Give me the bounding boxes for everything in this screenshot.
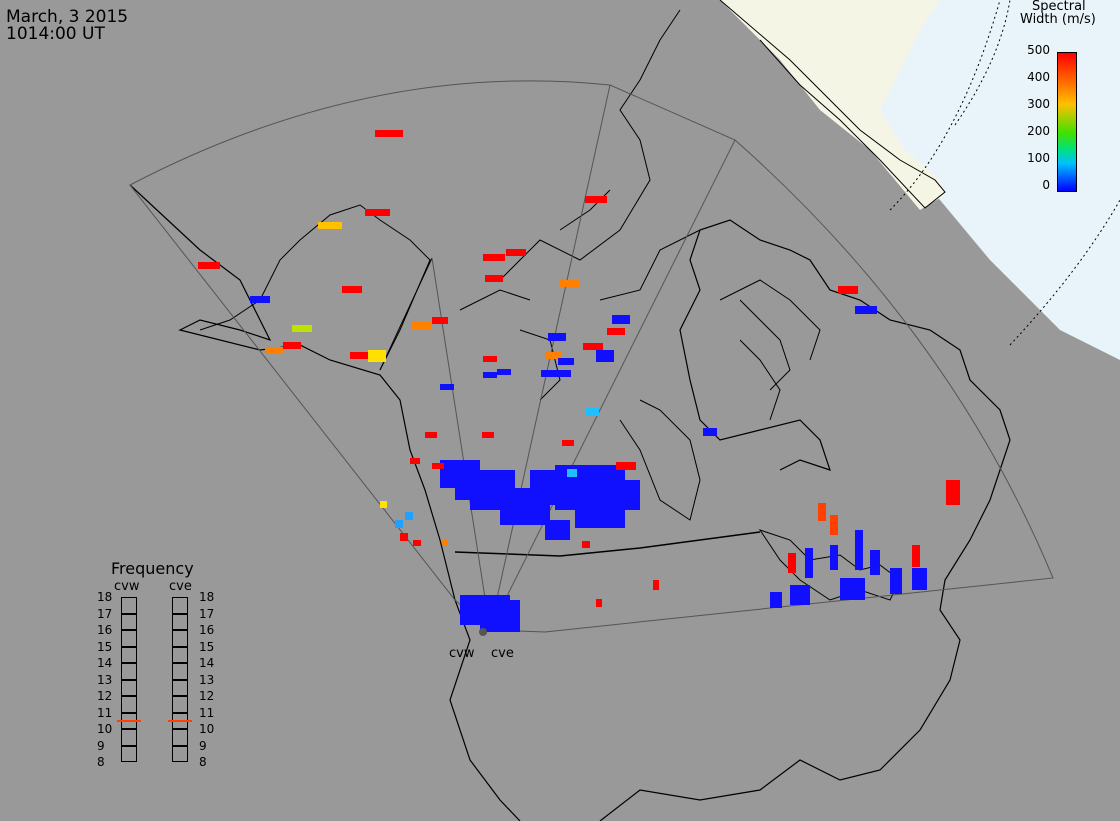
frequency-tick-right: 17 — [199, 606, 215, 621]
date-label: March, 3 2015 — [6, 7, 129, 27]
frequency-column-cve — [168, 597, 192, 769]
colorbar-tick: 300 — [1027, 97, 1050, 111]
frequency-cell — [172, 613, 188, 630]
frequency-cell — [172, 646, 188, 663]
colorbar-tick: 200 — [1027, 124, 1050, 138]
radar-site-label-cve: cve — [491, 646, 514, 661]
frequency-cell — [121, 745, 137, 762]
colorbar-tick: 0 — [1042, 178, 1050, 192]
frequency-marker — [117, 719, 141, 722]
frequency-tick-right: 11 — [199, 705, 215, 720]
frequency-title: Frequency — [111, 559, 194, 578]
frequency-cell — [172, 630, 188, 647]
colorbar-tick: 500 — [1027, 43, 1050, 57]
frequency-tick-right: 18 — [199, 590, 215, 604]
frequency-tick-left: 8 — [97, 755, 105, 769]
frequency-marker — [168, 719, 192, 722]
frequency-tick-left: 16 — [97, 623, 113, 637]
frequency-cell — [172, 729, 188, 746]
frequency-cell — [172, 745, 188, 762]
frequency-tick-right: 15 — [199, 639, 215, 654]
frequency-cell — [172, 663, 188, 680]
frequency-tick-left: 12 — [97, 689, 113, 703]
frequency-tick-left: 15 — [97, 639, 113, 654]
frequency-tick-right: 8 — [199, 755, 207, 769]
scatter-echo-markers — [198, 130, 960, 607]
time-label: 1014:00 UT — [6, 24, 105, 44]
greenland-coastline — [719, 0, 946, 209]
frequency-tick-left: 17 — [97, 606, 113, 621]
colorbar-tick: 100 — [1027, 151, 1050, 165]
frequency-cell — [121, 597, 137, 614]
daylight-land-region — [720, 0, 945, 210]
frequency-tick-right: 12 — [199, 689, 215, 703]
frequency-tick-right: 14 — [199, 656, 215, 670]
frequency-cell — [121, 646, 137, 663]
frequency-cell — [121, 630, 137, 647]
alaska-coastline — [199, 204, 431, 371]
frequency-tick-right: 16 — [199, 623, 215, 637]
frequency-cell — [121, 729, 137, 746]
frequency-radar-label-cve: cve — [169, 579, 192, 594]
frequency-tick-left: 18 — [97, 590, 113, 604]
frequency-tick-left: 13 — [97, 672, 113, 687]
frequency-tick-left: 9 — [97, 738, 105, 753]
frequency-tick-right: 10 — [199, 722, 215, 736]
arctic-islands-coastline — [459, 9, 821, 421]
latitude-circle — [889, 0, 1001, 211]
frequency-cell — [172, 597, 188, 614]
frequency-cell — [121, 679, 137, 696]
frequency-cell — [121, 663, 137, 680]
latitude-circle — [1009, 199, 1120, 346]
fov-outline — [129, 80, 1054, 633]
scatter-echo-cluster-near-radar — [460, 595, 520, 632]
frequency-tick-right: 9 — [199, 738, 207, 753]
frequency-tick-left: 14 — [97, 656, 113, 670]
frequency-radar-label-cvw: cvw — [114, 579, 140, 594]
colorbar-title-line1: Spectral — [1032, 0, 1086, 14]
frequency-cell — [172, 679, 188, 696]
fov-beam-line — [431, 257, 491, 631]
colorbar-title-line2: Width (m/s) — [1020, 12, 1096, 27]
frequency-tick-right: 13 — [199, 672, 215, 687]
frequency-cell — [172, 696, 188, 713]
frequency-cell — [121, 696, 137, 713]
frequency-tick-left: 10 — [97, 722, 113, 736]
colorbar-tick: 400 — [1027, 70, 1050, 84]
fov-beam-line — [489, 139, 736, 631]
alaska-canada-border — [379, 257, 433, 371]
hudson-bay-coastline — [619, 299, 791, 521]
radar-site-label-cvw: cvw — [449, 646, 475, 661]
frequency-cell — [121, 613, 137, 630]
scatter-echo-cluster-main — [440, 460, 640, 540]
frequency-column-cvw — [117, 597, 141, 769]
us-canada-border — [454, 531, 761, 557]
frequency-tick-left: 11 — [97, 705, 113, 720]
radar-site-marker — [479, 628, 487, 636]
scatter-echo-cluster-east — [770, 530, 927, 608]
colorbar — [1057, 52, 1077, 192]
